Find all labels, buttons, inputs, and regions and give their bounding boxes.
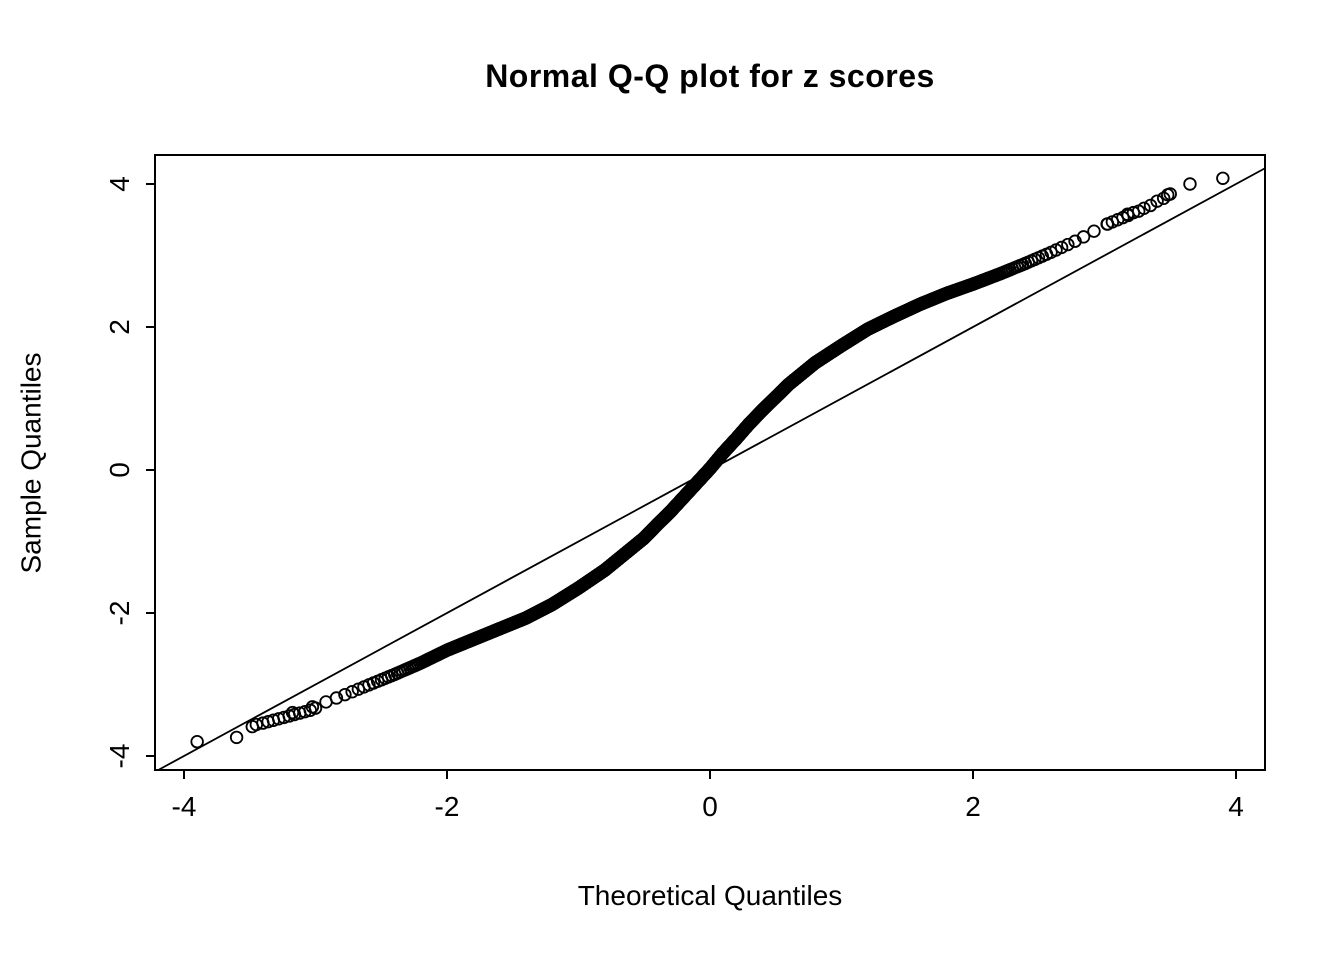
qq-point [1076, 230, 1091, 244]
x-tick-label: -2 [435, 791, 460, 822]
x-tick-label: 4 [1228, 791, 1244, 822]
x-axis: -4 -2 0 2 4 [172, 770, 1244, 822]
y-tick-label: 2 [104, 319, 135, 335]
y-tick-label: -2 [104, 601, 135, 626]
qq-point [1087, 224, 1101, 238]
qq-point [1054, 240, 1069, 255]
y-axis: -4 -2 0 2 4 [104, 176, 155, 768]
qq-point [1137, 201, 1151, 216]
qq-point [308, 701, 323, 715]
qq-point [1150, 194, 1164, 208]
y-axis-label-container: Sample Quantiles [0, 155, 62, 770]
qq-point [1216, 171, 1230, 185]
qq-point [345, 685, 359, 699]
chart-title: Normal Q-Q plot for z scores [485, 58, 935, 94]
x-tick-label: 0 [702, 791, 718, 822]
y-tick-label: -4 [104, 744, 135, 769]
y-axis-label: Sample Quantiles [15, 351, 47, 574]
qq-point [190, 735, 204, 749]
qq-point [1183, 177, 1197, 191]
qq-point [329, 691, 344, 705]
qq-point [1163, 187, 1177, 201]
y-tick-label: 4 [104, 176, 135, 192]
qq-point [1156, 191, 1171, 206]
x-tick-label: -4 [172, 791, 197, 822]
x-axis-label: Theoretical Quantiles [577, 880, 843, 911]
qq-point [338, 687, 352, 702]
qq-point [1061, 237, 1075, 252]
y-tick-label: 0 [104, 462, 135, 478]
x-tick-label: 2 [965, 791, 981, 822]
qq-point [229, 730, 244, 745]
qq-points [190, 171, 1230, 749]
qq-point [1143, 198, 1158, 213]
